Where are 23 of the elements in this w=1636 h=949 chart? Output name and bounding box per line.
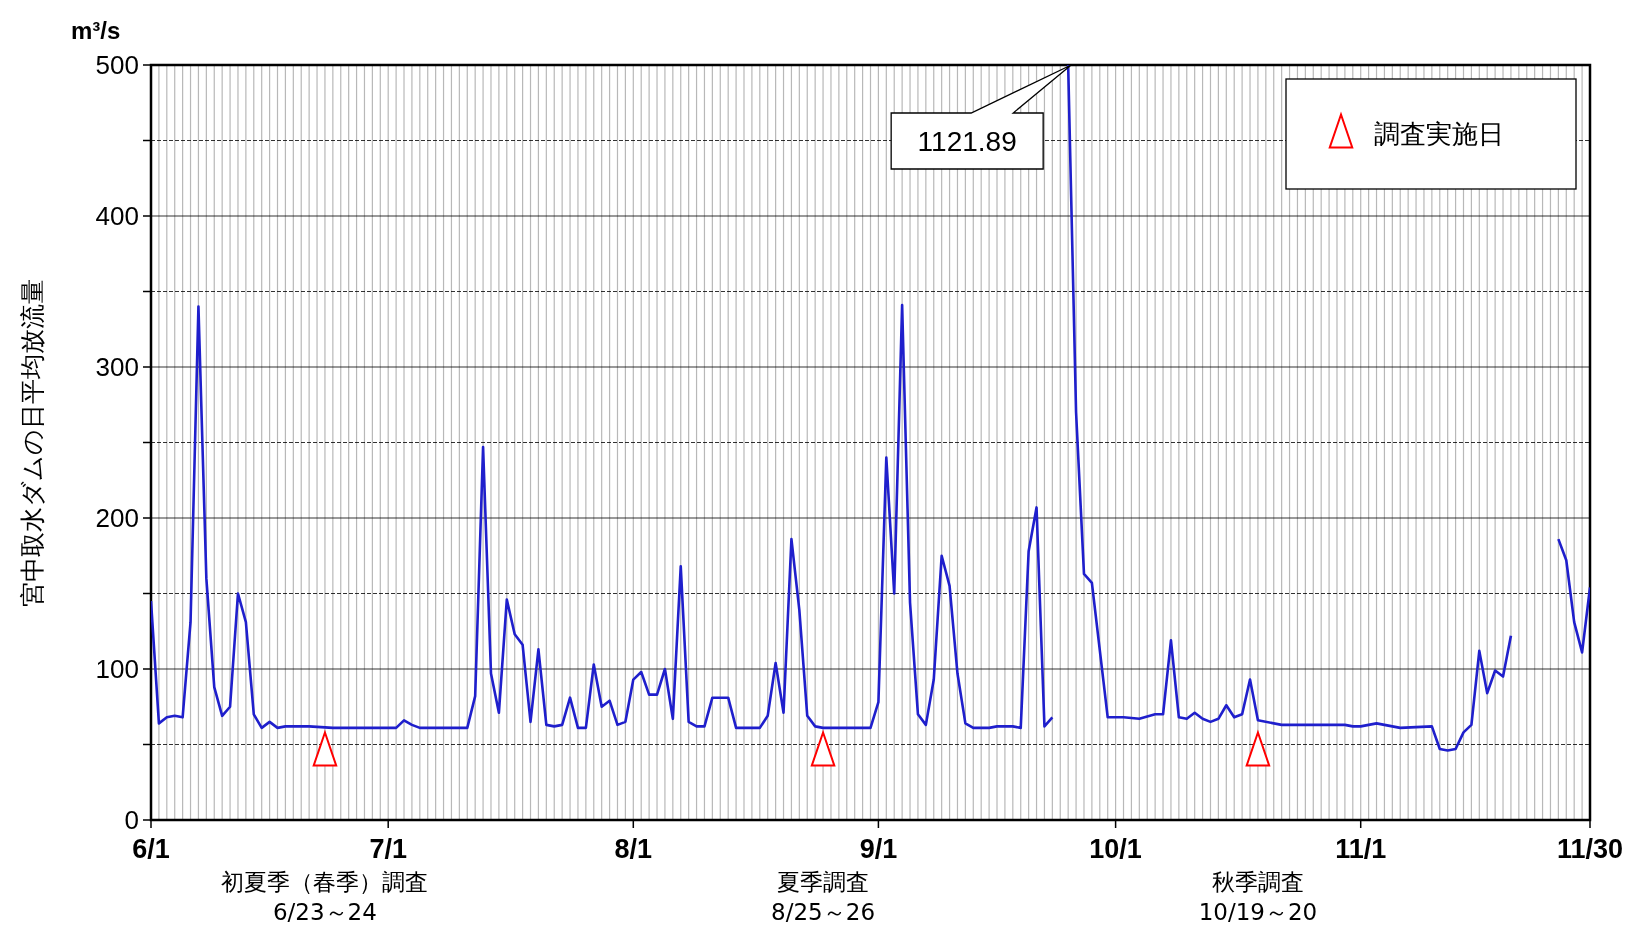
x-tick-label: 11/30 (1556, 834, 1624, 864)
x-tick-label: 6/1 (132, 834, 170, 864)
text: 6/23～24 (272, 899, 377, 925)
text: 8/25～26 (771, 899, 876, 925)
y-tick-label: 400 (95, 201, 139, 231)
text: 10/19～20 (1198, 899, 1318, 925)
y-tick-label: 300 (95, 352, 139, 382)
x-tick-label: 7/1 (369, 834, 407, 864)
text: 秋季調査 (1211, 869, 1304, 895)
text: 初夏季（春季）調査 (221, 869, 429, 895)
y-tick-label: 100 (95, 654, 139, 684)
y-tick-label: 200 (95, 503, 139, 533)
legend-label: 調査実施日 (1374, 119, 1504, 149)
x-tick-label: 11/1 (1335, 834, 1387, 864)
text: 夏季調査 (777, 869, 870, 895)
x-tick-label: 10/1 (1089, 834, 1142, 864)
x-tick-label: 8/1 (614, 834, 653, 864)
y-axis-title: 宮中取水ダムの日平均放流量 (18, 278, 47, 607)
y-tick-label: 500 (95, 50, 139, 80)
x-tick-label: 9/1 (859, 834, 898, 864)
annotation: 1121.89 (917, 126, 1017, 157)
text: m³/s (71, 17, 121, 44)
y-tick-label: 0 (124, 805, 139, 835)
